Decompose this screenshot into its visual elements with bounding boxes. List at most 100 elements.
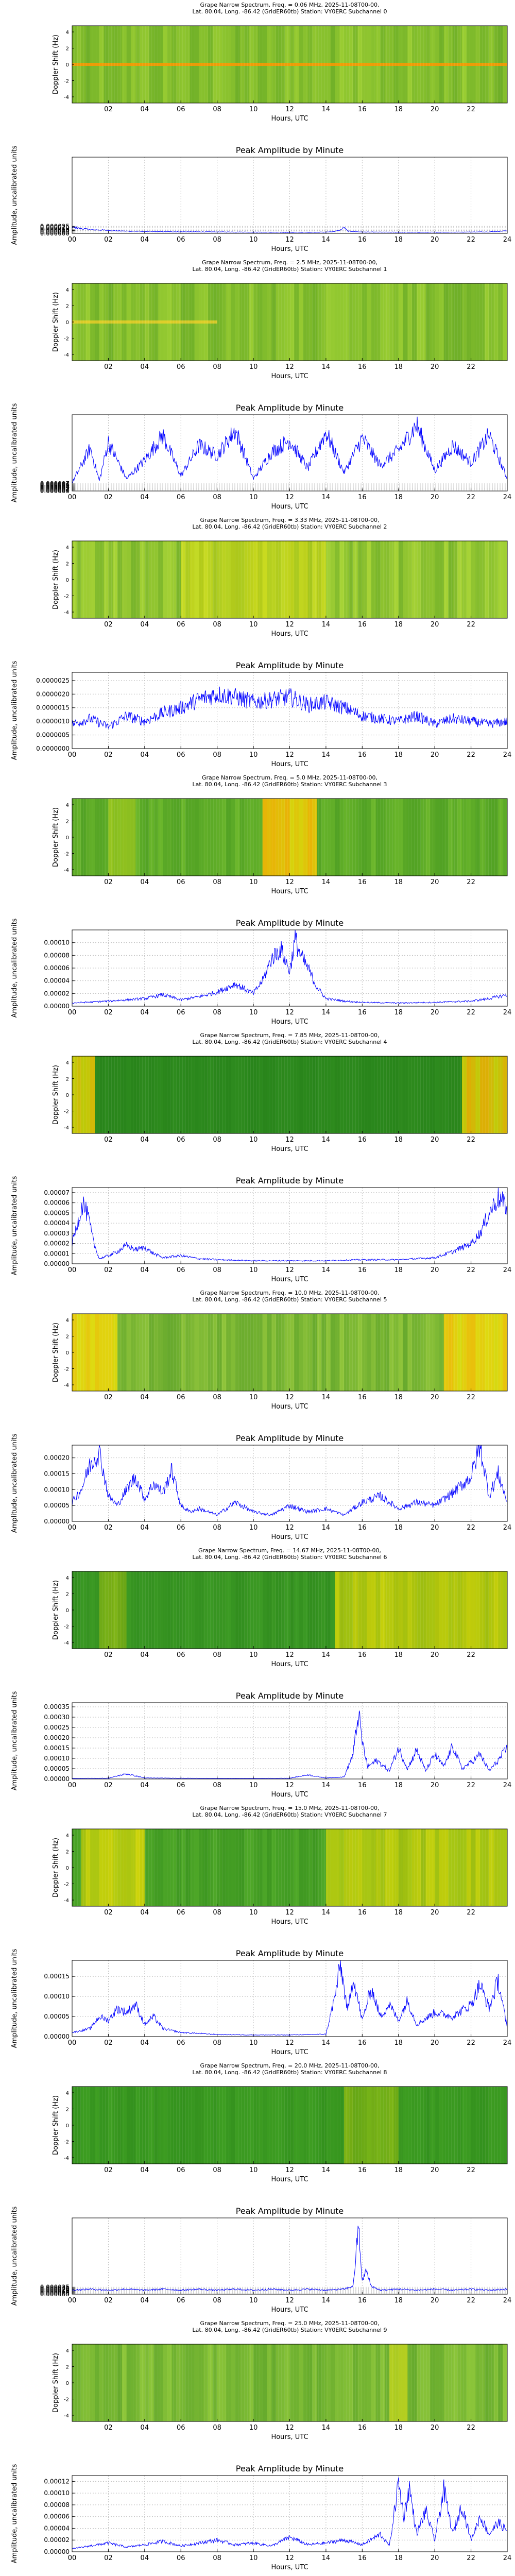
- x-tick-label: 02: [104, 236, 113, 244]
- y-tick-label: 0.000006: [40, 481, 70, 488]
- y-axis-label: Doppler Shift (Hz): [52, 1065, 60, 1125]
- y-tick-label: 2: [66, 1334, 69, 1340]
- y-tick-label: 0.00035: [44, 1703, 70, 1710]
- y-tick-label: 0.000030: [40, 2284, 70, 2292]
- x-tick-label: 18: [394, 878, 403, 886]
- y-tick-label: 4: [66, 1318, 69, 1324]
- plot-area: [72, 1960, 507, 2037]
- x-tick-label: 16: [358, 751, 367, 759]
- x-tick-label: 16: [358, 2424, 367, 2432]
- y-axis-label: Doppler Shift (Hz): [52, 550, 60, 609]
- x-tick-label: 02: [104, 2039, 113, 2047]
- x-tick-label: 22: [467, 2166, 475, 2174]
- x-tick-label: 22: [467, 751, 475, 759]
- heatmap-texture: [72, 283, 507, 361]
- x-tick-label: 24: [503, 2554, 512, 2562]
- x-tick-label: 12: [285, 878, 294, 886]
- y-tick-label: 0.00015: [44, 1744, 70, 1752]
- heatmap-subtitle: Lat. 80.04, Long. -86.42 (GridER60tb) St…: [192, 2327, 387, 2333]
- x-tick-label: 12: [285, 1651, 294, 1659]
- y-tick-label: 0.00004: [44, 1219, 70, 1227]
- x-tick-label: 10: [249, 1651, 258, 1659]
- amplitude-series-line: [72, 2226, 508, 2292]
- x-tick-label: 18: [394, 1782, 403, 1789]
- heatmap-title: Grape Narrow Spectrum, Freq. = 15.0 MHz,…: [200, 1805, 379, 1811]
- x-tick-label: 24: [503, 1782, 512, 1789]
- x-tick-label: 18: [394, 1651, 403, 1659]
- x-tick-label: 22: [467, 2297, 475, 2304]
- x-tick-label: 02: [104, 1651, 113, 1659]
- x-tick-label: 12: [285, 751, 294, 759]
- heatmap-subtitle: Lat. 80.04, Long. -86.42 (GridER60tb) St…: [192, 1296, 387, 1303]
- y-tick-label: -2: [64, 336, 69, 342]
- x-tick-label: 14: [322, 2424, 331, 2432]
- amplitude-series-line: [72, 1187, 508, 1262]
- y-tick-label: 0.00005: [44, 1765, 70, 1772]
- line-title: Peak Amplitude by Minute: [236, 145, 344, 155]
- x-tick-label: 20: [431, 2424, 439, 2432]
- y-tick-label: 2: [66, 1077, 69, 1082]
- heatmap-body: [72, 1571, 508, 1649]
- x-tick-label: 08: [213, 363, 221, 371]
- x-tick-label: 06: [177, 1009, 185, 1016]
- y-tick-label: 0.0000005: [36, 732, 70, 739]
- x-tick-label: 22: [467, 1782, 475, 1789]
- x-tick-label: 16: [358, 1136, 367, 1144]
- x-tick-label: 20: [431, 878, 439, 886]
- plot-area: [72, 1188, 507, 1264]
- y-tick-label: 0.000007: [40, 480, 70, 487]
- x-tick-label: 06: [177, 2297, 185, 2304]
- x-tick-label: 16: [358, 2039, 367, 2047]
- x-tick-label: 20: [431, 621, 439, 629]
- x-tick-label: 14: [322, 1524, 331, 1532]
- heatmap-title: Grape Narrow Spectrum, Freq. = 14.67 MHz…: [198, 1547, 381, 1554]
- x-tick-label: 10: [249, 363, 258, 371]
- x-tick-label: 12: [285, 106, 294, 113]
- x-tick-label: 12: [285, 621, 294, 629]
- y-tick-label: 0.000001: [40, 486, 70, 494]
- y-axis-label: Amplitude, uncalibrated units: [11, 1433, 19, 1533]
- line-title: Peak Amplitude by Minute: [236, 918, 344, 928]
- y-tick-label: 4: [66, 2091, 69, 2096]
- x-tick-label: 18: [394, 2166, 403, 2174]
- x-tick-label: 08: [213, 1009, 221, 1016]
- x-tick-label: 16: [358, 1394, 367, 1401]
- x-tick-label: 04: [141, 1009, 149, 1016]
- x-tick-label: 18: [394, 1136, 403, 1144]
- x-tick-label: 12: [285, 2554, 294, 2562]
- y-axis-label: Doppler Shift (Hz): [52, 292, 60, 352]
- line-title: Peak Amplitude by Minute: [236, 1948, 344, 1958]
- y-tick-label: 0.000025: [40, 223, 70, 230]
- x-tick-label: 00: [68, 236, 77, 244]
- x-tick-label: 08: [213, 1266, 221, 1274]
- y-tick-label: 0.00006: [44, 1199, 70, 1207]
- x-tick-label: 20: [431, 1524, 439, 1532]
- x-tick-label: 14: [322, 621, 331, 629]
- y-tick-label: 0.0000000: [36, 745, 70, 752]
- line-frame: [72, 414, 508, 492]
- x-axis-label: Hours, UTC: [271, 1403, 308, 1411]
- x-tick-label: 20: [431, 236, 439, 244]
- x-tick-label: 14: [322, 1009, 331, 1016]
- x-tick-label: 08: [213, 1136, 221, 1144]
- y-tick-label: 0.000015: [40, 226, 70, 233]
- y-tick-label: 0.00010: [44, 1993, 70, 2000]
- x-tick-label: 10: [249, 878, 258, 886]
- heatmap-body: [72, 283, 508, 361]
- x-tick-label: 02: [104, 878, 113, 886]
- y-tick-label: -4: [64, 1898, 69, 1904]
- x-tick-label: 04: [141, 1782, 149, 1789]
- x-tick-label: 14: [322, 2039, 331, 2047]
- y-tick-label: -4: [64, 352, 69, 358]
- y-axis-label: Doppler Shift (Hz): [52, 1838, 60, 1897]
- x-tick-label: 10: [249, 1782, 258, 1789]
- amplitude-series-line: [72, 686, 508, 729]
- y-tick-label: 0.000002: [40, 485, 70, 493]
- y-tick-label: 0.000020: [40, 224, 70, 231]
- amplitude-series-line: [72, 1445, 508, 1517]
- x-tick-label: 14: [322, 2166, 331, 2174]
- x-tick-label: 12: [285, 1394, 294, 1401]
- y-axis-label: Amplitude, uncalibrated units: [11, 403, 19, 502]
- x-tick-label: 12: [285, 1909, 294, 1917]
- x-axis-label: Hours, UTC: [271, 1791, 308, 1799]
